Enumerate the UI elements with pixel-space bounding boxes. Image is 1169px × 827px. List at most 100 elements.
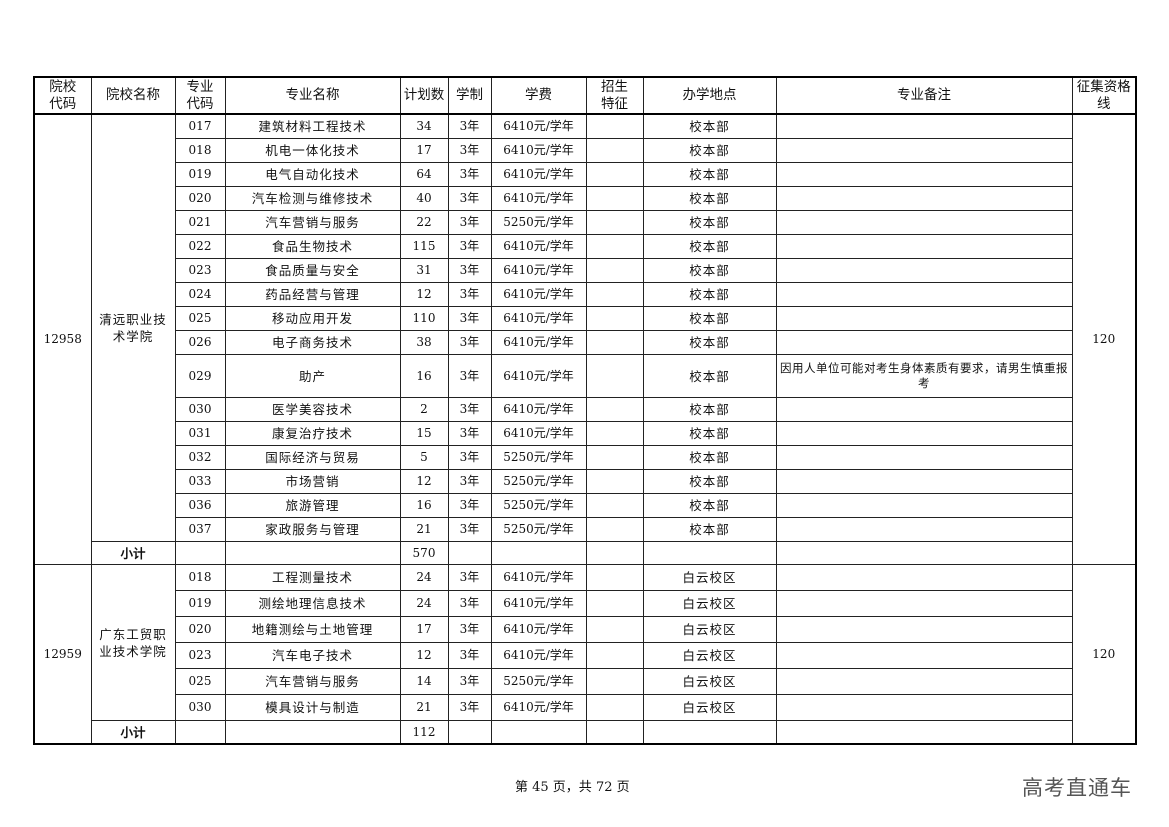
qualifying-line: 120 <box>1071 113 1137 565</box>
table-row: 024 药品经营与管理 12 3年 6410元/学年 校本部 <box>34 282 1136 307</box>
study-years: 3年 <box>447 113 492 139</box>
major-name: 汽车电子技术 <box>224 642 401 669</box>
empty-cell <box>174 720 226 745</box>
study-years: 3年 <box>447 234 492 259</box>
empty-cell <box>585 541 644 565</box>
campus-location: 校本部 <box>642 282 777 307</box>
major-code: 021 <box>174 210 226 235</box>
table-row: 018 机电一体化技术 17 3年 6410元/学年 校本部 <box>34 138 1136 163</box>
major-note <box>775 397 1073 422</box>
study-years: 3年 <box>447 354 492 398</box>
study-years: 3年 <box>447 138 492 163</box>
tuition-fee: 6410元/学年 <box>490 616 587 643</box>
major-code: 025 <box>174 306 226 331</box>
major-code: 025 <box>174 668 226 695</box>
plan-count: 5 <box>399 445 449 470</box>
major-note <box>775 590 1073 617</box>
table-row: 019 电气自动化技术 64 3年 6410元/学年 校本部 <box>34 162 1136 187</box>
major-name: 测绘地理信息技术 <box>224 590 401 617</box>
tuition-fee: 6410元/学年 <box>490 421 587 446</box>
major-name: 汽车营销与服务 <box>224 668 401 695</box>
school-code: 12959 <box>33 564 92 745</box>
study-years: 3年 <box>447 445 492 470</box>
major-name: 旅游管理 <box>224 493 401 518</box>
campus-location: 校本部 <box>642 354 777 398</box>
study-years: 3年 <box>447 517 492 542</box>
campus-location: 校本部 <box>642 210 777 235</box>
study-years: 3年 <box>447 590 492 617</box>
plan-count: 31 <box>399 258 449 283</box>
major-note <box>775 445 1073 470</box>
plan-count: 12 <box>399 469 449 494</box>
major-name: 机电一体化技术 <box>224 138 401 163</box>
campus-location: 白云校区 <box>642 590 777 617</box>
major-code: 022 <box>174 234 226 259</box>
major-note <box>775 138 1073 163</box>
study-years: 3年 <box>447 162 492 187</box>
header-major-code: 专业代码 <box>174 76 226 115</box>
plan-count: 16 <box>399 354 449 398</box>
header-fee: 学费 <box>490 76 587 115</box>
plan-count: 12 <box>399 642 449 669</box>
campus-location: 校本部 <box>642 186 777 211</box>
header-years: 学制 <box>447 76 492 115</box>
major-name: 食品生物技术 <box>224 234 401 259</box>
enrollment-feature <box>585 668 644 695</box>
tuition-fee: 5250元/学年 <box>490 517 587 542</box>
major-note <box>775 330 1073 355</box>
tuition-fee: 5250元/学年 <box>490 445 587 470</box>
empty-cell <box>447 720 492 745</box>
school-name: 清远职业技术学院 <box>90 113 176 542</box>
plan-count: 17 <box>399 138 449 163</box>
page-number: 第 45 页，共 72 页 <box>515 780 630 795</box>
subtotal-label: 小计 <box>90 541 176 565</box>
plan-count: 24 <box>399 564 449 591</box>
enrollment-feature <box>585 330 644 355</box>
study-years: 3年 <box>447 642 492 669</box>
empty-cell <box>224 541 401 565</box>
tuition-fee: 5250元/学年 <box>490 493 587 518</box>
campus-location: 校本部 <box>642 306 777 331</box>
major-name: 医学美容技术 <box>224 397 401 422</box>
table-row: 030 模具设计与制造 21 3年 6410元/学年 白云校区 <box>34 694 1136 721</box>
major-code: 032 <box>174 445 226 470</box>
major-code: 030 <box>174 397 226 422</box>
study-years: 3年 <box>447 564 492 591</box>
major-note <box>775 616 1073 643</box>
enrollment-feature <box>585 445 644 470</box>
study-years: 3年 <box>447 282 492 307</box>
major-name: 建筑材料工程技术 <box>224 113 401 139</box>
plan-count: 22 <box>399 210 449 235</box>
tuition-fee: 6410元/学年 <box>490 113 587 139</box>
major-code: 033 <box>174 469 226 494</box>
campus-location: 校本部 <box>642 493 777 518</box>
enrollment-feature <box>585 493 644 518</box>
study-years: 3年 <box>447 469 492 494</box>
plan-count: 64 <box>399 162 449 187</box>
study-years: 3年 <box>447 258 492 283</box>
enrollment-feature <box>585 234 644 259</box>
empty-cell <box>642 541 777 565</box>
campus-location: 白云校区 <box>642 616 777 643</box>
header-plan: 计划数 <box>399 76 449 115</box>
plan-count: 2 <box>399 397 449 422</box>
plan-count: 34 <box>399 113 449 139</box>
header-school-name: 院校名称 <box>90 76 176 115</box>
major-name: 市场营销 <box>224 469 401 494</box>
plan-count: 38 <box>399 330 449 355</box>
enrollment-feature <box>585 590 644 617</box>
campus-location: 校本部 <box>642 445 777 470</box>
campus-location: 校本部 <box>642 517 777 542</box>
header-note: 专业备注 <box>775 76 1073 115</box>
major-note <box>775 162 1073 187</box>
campus-location: 白云校区 <box>642 642 777 669</box>
tuition-fee: 5250元/学年 <box>490 469 587 494</box>
plan-count: 15 <box>399 421 449 446</box>
qualifying-line: 120 <box>1071 564 1137 745</box>
table-row: 025 移动应用开发 110 3年 6410元/学年 校本部 <box>34 306 1136 331</box>
major-name: 工程测量技术 <box>224 564 401 591</box>
plan-count: 16 <box>399 493 449 518</box>
campus-location: 校本部 <box>642 258 777 283</box>
major-note <box>775 564 1073 591</box>
plan-count: 21 <box>399 694 449 721</box>
